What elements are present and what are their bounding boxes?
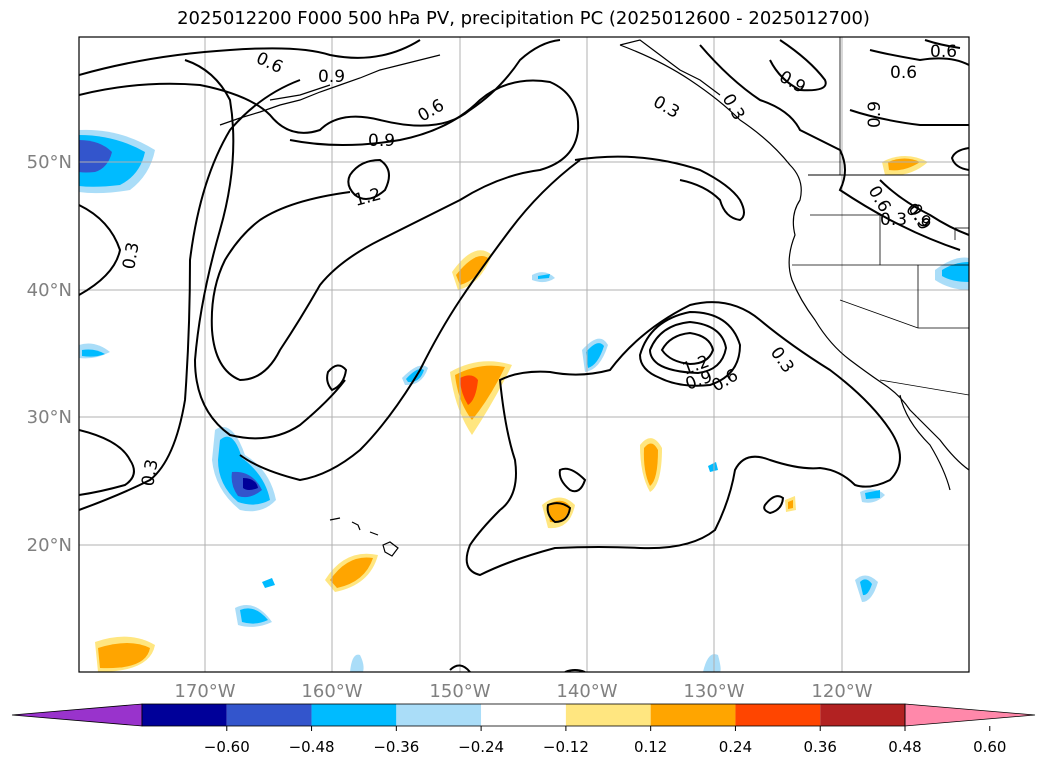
colorbar-tick-label: −0.24 — [458, 738, 504, 756]
colorbar-tick-label: 0.36 — [804, 738, 837, 756]
colorbar-segment — [481, 704, 566, 726]
lat-labels: 50°N 40°N 30°N 20°N — [27, 152, 72, 556]
lat-label: 30°N — [27, 407, 72, 428]
contour-label: 0.6 — [930, 42, 957, 62]
contour-label: 0.9 — [865, 101, 885, 128]
colorbar-segment — [311, 704, 397, 726]
colorbar-segment — [650, 704, 736, 726]
colorbar-segment — [735, 704, 821, 726]
coastlines — [219, 37, 969, 557]
colorbar-tick-label: −0.60 — [204, 738, 250, 756]
contour-label: 0.3 — [119, 241, 143, 271]
colorbar-tick-label: −0.36 — [373, 738, 419, 756]
contour-label: 0.3 — [138, 458, 162, 488]
colorbar-segment — [820, 704, 905, 726]
contour-label: 0.9 — [368, 131, 395, 151]
lat-label: 40°N — [27, 280, 72, 301]
colorbar-tick-label: −0.48 — [289, 738, 335, 756]
precip-shading — [79, 129, 969, 672]
colorbar-segment — [396, 704, 482, 726]
lon-label: 140°W — [556, 681, 617, 702]
lat-label: 20°N — [27, 535, 72, 556]
colorbar-segment — [142, 704, 227, 726]
colorbar-extend-low — [11, 703, 143, 727]
map-title: 2025012200 F000 500 hPa PV, precipitatio… — [177, 8, 870, 29]
lon-label: 120°W — [811, 681, 872, 702]
lon-labels: 170°W 160°W 150°W 140°W 130°W 120°W — [174, 681, 872, 702]
lon-label: 150°W — [429, 681, 490, 702]
colorbar-border — [141, 703, 906, 727]
colorbar-segment — [226, 704, 312, 726]
lon-label: 130°W — [683, 681, 744, 702]
map-area — [79, 37, 969, 672]
colorbar-segment — [565, 704, 651, 726]
pv-contours — [79, 39, 969, 672]
lon-label: 170°W — [174, 681, 235, 702]
contour-label: 0.6 — [890, 63, 917, 83]
lat-label: 50°N — [27, 152, 72, 173]
colorbar-tick-label: 0.60 — [973, 738, 1006, 756]
colorbar-tick-label: 0.48 — [888, 738, 921, 756]
colorbar-tick-label: 0.12 — [634, 738, 667, 756]
colorbar-tick-label: −0.12 — [543, 738, 589, 756]
contour-label: 0.3 — [880, 210, 907, 230]
colorbar-tick-label: 0.24 — [719, 738, 752, 756]
map-frame — [78, 36, 970, 673]
contour-label: 0.9 — [318, 67, 345, 87]
graticule — [79, 37, 969, 672]
lon-label: 160°W — [301, 681, 362, 702]
colorbar: −0.60 −0.48 −0.36 −0.24 −0.12 0.12 0.24 0.36 0.4… — [11, 703, 1036, 756]
colorbar-extend-high — [904, 703, 1036, 727]
